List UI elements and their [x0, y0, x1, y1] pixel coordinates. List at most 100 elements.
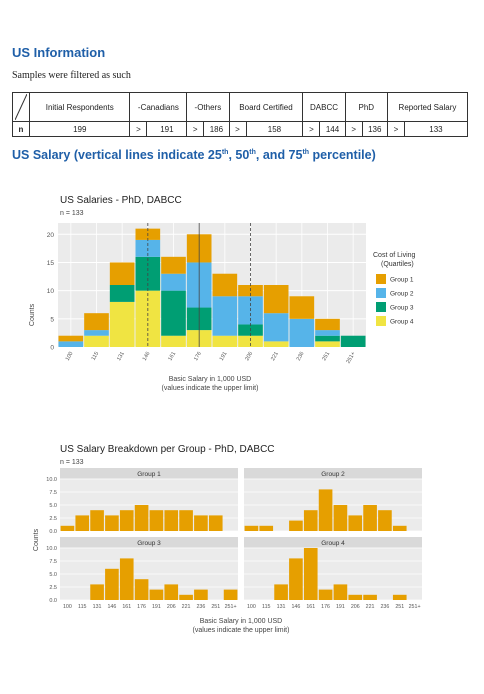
bar-segment	[212, 296, 238, 336]
bar	[378, 510, 392, 531]
bar	[289, 558, 303, 600]
bar	[149, 510, 164, 531]
bar	[208, 515, 223, 531]
table-value-cell: 136	[361, 121, 388, 137]
chart-subtitle: n = 133	[60, 459, 84, 466]
table-header-cell: Initial Respondents	[28, 92, 131, 122]
bar	[348, 515, 363, 531]
bar	[318, 489, 333, 531]
x-tick-label: 100	[65, 351, 75, 362]
x-axis-label-note: (values indicate the upper limit)	[162, 385, 259, 392]
x-tick-label: 251+	[225, 604, 237, 610]
legend-subtitle: (Quartiles)	[381, 261, 414, 268]
bar	[303, 510, 318, 531]
table-value-cell: 186	[203, 121, 230, 137]
y-axis-label: Counts	[29, 303, 36, 326]
arrow-cell: >	[344, 121, 363, 137]
bar	[149, 589, 164, 600]
table-value-cell: 191	[146, 121, 188, 137]
table-header-cell: PhD	[344, 92, 388, 122]
bar-segment	[263, 341, 289, 347]
heading-text: US Salary (vertical lines indicate 25	[12, 148, 222, 162]
bar	[179, 594, 193, 600]
legend-label: Group 2	[390, 291, 414, 298]
y-axis-label: Counts	[33, 528, 40, 551]
bar	[179, 510, 193, 531]
legend-swatch	[376, 274, 386, 284]
facet-label: Group 2	[321, 471, 345, 478]
bar-segment	[161, 256, 186, 274]
bar	[333, 505, 348, 531]
x-tick-label: 131	[116, 351, 126, 362]
facet-strip	[244, 468, 422, 479]
table-header-cell: Reported Salary	[386, 92, 469, 122]
table-corner-cell	[12, 92, 30, 122]
legend-title: Cost of Living	[373, 252, 416, 259]
facet-strip	[244, 537, 422, 548]
x-axis-label: Basic Salary in 1,000 USD	[200, 618, 282, 625]
bar-segment	[289, 296, 315, 319]
legend-label: Group 3	[390, 305, 414, 312]
plot-background	[58, 223, 366, 347]
x-tick-label: 236	[296, 351, 306, 362]
table-value-cell: 144	[319, 121, 346, 137]
x-tick-label: 176	[193, 351, 203, 362]
bar-segment	[315, 335, 340, 342]
bar	[289, 520, 303, 531]
bar	[90, 510, 104, 531]
bar	[244, 525, 259, 531]
y-tick-label: 7.5	[49, 559, 57, 565]
table-header-cell: Board Certified	[228, 92, 304, 122]
x-tick-label: 100	[63, 604, 72, 610]
x-tick-label: 131	[93, 604, 102, 610]
bar-segment	[109, 285, 135, 302]
bar-segment	[340, 335, 366, 347]
legend-label: Group 1	[390, 277, 414, 284]
y-tick-label: 15	[47, 260, 55, 267]
bar-segment	[109, 262, 135, 285]
x-tick-label: 115	[91, 351, 101, 362]
chart-title: US Salaries - PhD, DABCC	[60, 195, 182, 206]
bar	[223, 589, 238, 600]
y-tick-label: 5.0	[49, 503, 57, 509]
x-tick-label: 146	[142, 351, 152, 362]
table-row-label: n	[12, 121, 30, 137]
x-tick-label: 206	[351, 604, 360, 610]
y-tick-label: 20	[47, 232, 55, 239]
intro-text: Samples were filtered as such	[12, 70, 131, 81]
heading-text: , and 75	[255, 148, 303, 162]
x-tick-label: 161	[122, 604, 131, 610]
table-value-cell: 133	[403, 121, 469, 137]
table-header-cell: DABCC	[302, 92, 346, 122]
heading-text: , 50	[228, 148, 250, 162]
arrow-cell: >	[228, 121, 247, 137]
bar-segment	[315, 318, 340, 331]
x-tick-label: 115	[262, 604, 270, 610]
legend-swatch	[376, 316, 386, 326]
bar	[363, 594, 377, 600]
facet-label: Group 3	[137, 540, 161, 547]
stacked-salary-chart: US Salaries - PhD, DABCC n = 133 Counts …	[29, 195, 416, 392]
bar	[274, 584, 288, 600]
bar	[164, 510, 179, 531]
x-tick-label: 191	[152, 604, 161, 610]
y-tick-label: 7.5	[49, 490, 57, 496]
y-tick-label: 5	[50, 316, 54, 323]
arrow-cell: >	[302, 121, 321, 137]
bar	[259, 525, 274, 531]
bar	[164, 584, 179, 600]
x-tick-label: 236	[196, 604, 205, 610]
diagonal-line	[15, 94, 27, 120]
bar	[119, 510, 134, 531]
bar	[75, 515, 90, 531]
facet-label: Group 4	[321, 540, 345, 547]
x-tick-label: 161	[306, 604, 315, 610]
bar	[392, 525, 407, 531]
bar	[60, 525, 75, 531]
bar	[194, 589, 208, 600]
facet-strip	[60, 468, 238, 479]
x-tick-label: 251	[321, 351, 331, 362]
y-tick-label: 2.5	[49, 516, 57, 522]
bar	[105, 568, 119, 600]
bar	[105, 515, 119, 531]
